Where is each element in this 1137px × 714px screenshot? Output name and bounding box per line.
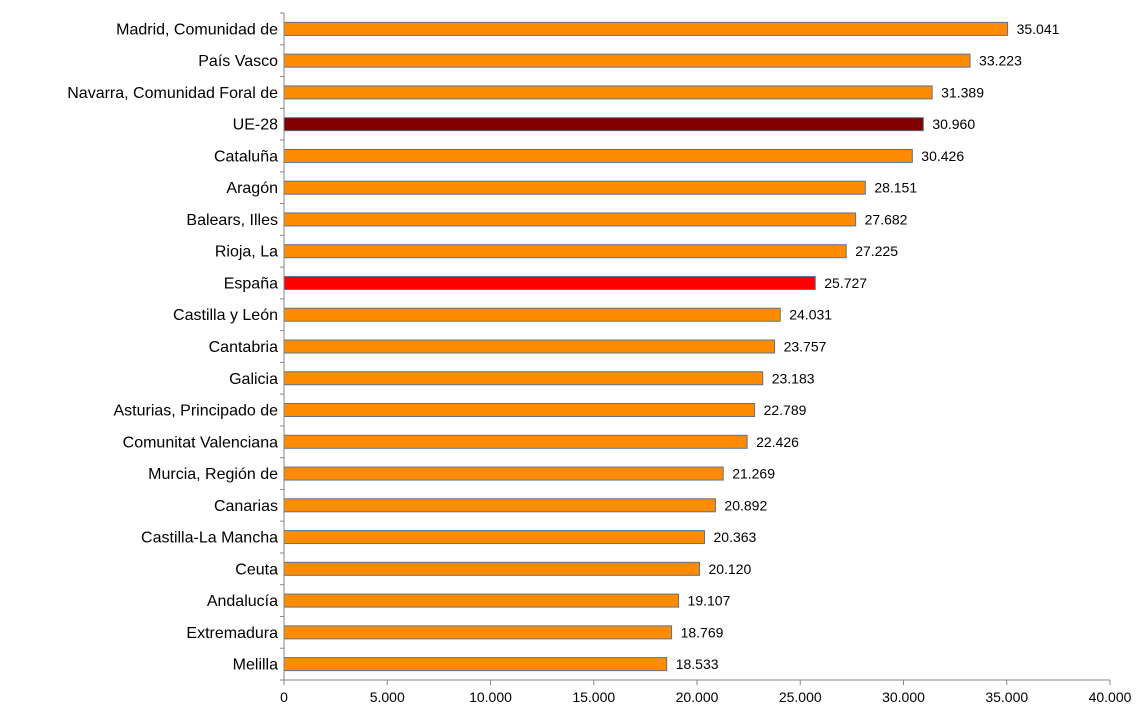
x-tick-label-7: 35.000 [985,689,1028,705]
x-tick-label-2: 10.000 [469,689,512,705]
category-label-8: España [224,275,278,292]
bar-0 [283,21,1009,36]
value-label-16: 20.363 [714,529,757,545]
value-label-1: 33.223 [979,53,1022,69]
bar-9 [283,307,781,322]
category-label-4: Cataluña [214,148,278,165]
bar-1 [283,53,971,68]
bar-18 [283,593,680,608]
category-label-2: Navarra, Comunidad Foral de [67,85,278,102]
bar-6 [283,212,857,227]
value-label-9: 24.031 [789,307,832,323]
bar-8 [283,275,816,290]
value-label-14: 21.269 [732,466,775,482]
category-label-7: Rioja, La [215,244,278,261]
bar-2 [283,85,933,100]
category-label-16: Castilla-La Mancha [141,530,278,547]
category-label-14: Murcia, Región de [148,466,278,483]
x-tick-label-3: 15.000 [572,689,615,705]
value-label-11: 23.183 [772,370,815,386]
category-label-18: Andalucía [207,593,278,610]
bar-7 [283,244,847,259]
bar-14 [283,466,724,481]
category-label-19: Extremadura [186,625,278,642]
category-label-12: Asturias, Principado de [113,403,278,420]
x-tick-label-1: 5.000 [370,689,405,705]
category-label-10: Cantabria [209,339,278,356]
category-label-1: País Vasco [198,53,278,70]
value-label-5: 28.151 [874,180,917,196]
value-label-15: 20.892 [724,497,767,513]
value-label-0: 35.041 [1017,21,1060,37]
category-label-11: Galicia [229,371,278,388]
value-label-17: 20.120 [708,561,751,577]
value-label-2: 31.389 [941,84,984,100]
x-tick-label-5: 25.000 [779,689,822,705]
bar-19 [283,625,673,640]
labels-layer: Madrid, Comunidad de 35.041 País Vasco 33.2… [67,21,1131,705]
x-tick-label-8: 40.000 [1089,689,1132,705]
value-label-19: 18.769 [681,624,724,640]
x-tick-label-6: 30.000 [882,689,925,705]
bar-3 [283,117,924,132]
bar-11 [283,371,764,386]
value-label-20: 18.533 [676,656,719,672]
bar-15 [283,498,716,513]
value-label-4: 30.426 [921,148,964,164]
value-label-7: 27.225 [855,243,898,259]
category-label-15: Canarias [214,498,278,515]
bar-16 [283,530,705,545]
bar-17 [283,561,700,576]
category-label-17: Ceuta [235,561,278,578]
bars-layer [283,21,1009,672]
value-label-10: 23.757 [784,339,827,355]
bar-5 [283,180,866,195]
bar-20 [283,657,668,672]
axis-layer [280,12,1111,685]
bar-4 [283,148,913,163]
category-label-13: Comunitat Valenciana [123,434,278,451]
bar-10 [283,339,776,354]
bar-13 [283,434,748,449]
category-label-9: Castilla y León [173,307,278,324]
value-label-6: 27.682 [865,211,908,227]
value-label-18: 19.107 [688,593,731,609]
category-label-6: Balears, Illes [186,212,278,229]
x-tick-label-0: 0 [280,689,288,705]
value-label-12: 22.789 [764,402,807,418]
x-tick-label-4: 20.000 [676,689,719,705]
bar-12 [283,403,756,418]
value-label-8: 25.727 [824,275,867,291]
category-label-3: UE-28 [233,117,278,134]
category-label-20: Melilla [233,657,278,674]
value-label-3: 30.960 [932,116,975,132]
category-label-0: Madrid, Comunidad de [116,21,278,38]
category-label-5: Aragón [226,180,278,197]
value-label-13: 22.426 [756,434,799,450]
